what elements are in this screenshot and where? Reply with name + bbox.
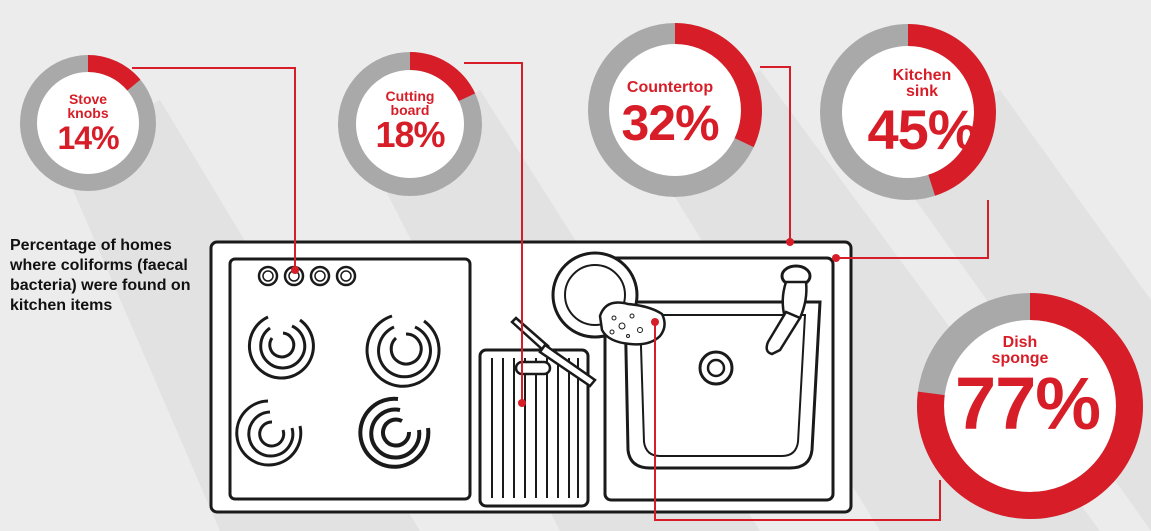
stove-knob-icon <box>309 265 331 287</box>
item-name: Stove <box>68 91 108 107</box>
burner-icon <box>358 396 431 469</box>
leader-dot <box>651 318 659 326</box>
donut-value-arc <box>20 55 156 191</box>
item-name: sink <box>905 83 938 100</box>
stove-panel <box>228 257 472 501</box>
donut-value-arc <box>338 52 482 196</box>
donut-value-arc <box>588 23 762 197</box>
item-name: Countertop <box>626 79 714 96</box>
donut-value-arc <box>917 293 1143 519</box>
leader-dot <box>786 238 794 246</box>
item-percentage: 14% <box>57 120 119 156</box>
donut-countertop <box>588 23 762 197</box>
leader-dot <box>518 399 526 407</box>
leader-dots <box>291 238 840 407</box>
item-percentage: 32% <box>621 95 719 151</box>
sponge-icon <box>598 301 666 346</box>
donut-dish-sponge <box>917 293 1143 519</box>
item-percentage: 18% <box>375 114 445 155</box>
item-name: knobs <box>67 105 109 121</box>
donut-center <box>820 24 996 200</box>
burners <box>235 314 441 469</box>
drain-icon <box>698 350 734 386</box>
stove-surface <box>228 257 472 501</box>
stove-knob-icon <box>314 270 326 282</box>
item-percentage: 77% <box>955 362 1101 445</box>
donut-center <box>20 55 156 191</box>
item-name: Cutting <box>385 88 435 104</box>
item-name: Kitchen <box>892 67 952 84</box>
leader-line-stove-knobs <box>132 67 296 270</box>
donut-stove-knobs <box>20 55 156 191</box>
stove-knob-icon <box>335 265 357 287</box>
leader-line-cutting-board <box>464 62 523 403</box>
donut-center <box>588 23 762 197</box>
donut-label-dish-sponge: Dish sponge 77% <box>955 334 1101 445</box>
item-name: board <box>390 102 430 118</box>
donut-charts <box>20 23 1143 519</box>
faucet-icon <box>765 264 812 356</box>
burner-icon <box>235 399 303 467</box>
leader-line-kitchen-sink <box>836 200 989 259</box>
leader-dot <box>832 254 840 262</box>
item-percentage: 45% <box>867 98 977 161</box>
burner-icon <box>247 315 315 380</box>
donut-label-kitchen-sink: Kitchen sink 45% <box>862 68 982 158</box>
leader-dot <box>291 266 299 274</box>
chart-caption: Percentage of homes where coliforms (fae… <box>10 237 191 314</box>
leader-line-countertop <box>760 66 791 242</box>
donut-kitchen-sink <box>820 24 996 200</box>
donut-center <box>917 293 1143 519</box>
donut-label-cutting-board: Cutting board 18% <box>370 89 450 153</box>
leader-line-dish-sponge <box>654 322 941 521</box>
stove-knob-icon <box>257 265 279 287</box>
burner-icon <box>365 314 441 388</box>
donut-cutting-board <box>338 52 482 196</box>
item-name: Dish <box>1002 334 1038 351</box>
stove-knob-icon <box>340 270 352 282</box>
donut-label-stove-knobs: Stove knobs 14% <box>48 92 128 154</box>
stove-knob-icon <box>262 270 274 282</box>
leader-lines <box>132 62 989 521</box>
item-name: sponge <box>991 350 1049 367</box>
cutting-board-icon <box>478 348 590 508</box>
donut-value-arc <box>820 24 996 200</box>
donut-label-countertop: Countertop 32% <box>610 79 730 151</box>
donut-center <box>338 52 482 196</box>
